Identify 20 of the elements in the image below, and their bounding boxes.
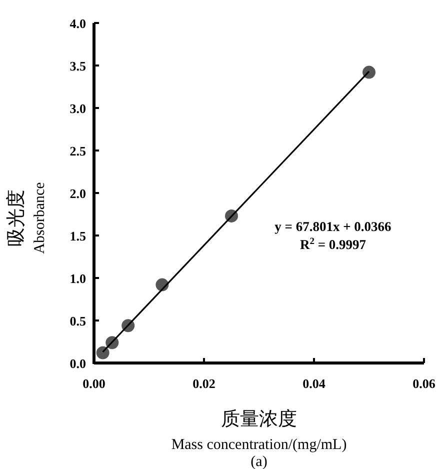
x-tick-label: 0.06 xyxy=(412,376,436,391)
text: (a) xyxy=(250,454,268,469)
point xyxy=(362,66,376,79)
y-tick-label: 1.0 xyxy=(70,271,86,286)
y-tick-label: 2.0 xyxy=(70,186,86,201)
point xyxy=(96,346,110,360)
x-tick-label: 0.04 xyxy=(302,376,326,391)
x-tick-label: 0.02 xyxy=(192,376,216,391)
y-tick-label: 0.5 xyxy=(70,314,86,328)
y-tick-label: 3.5 xyxy=(70,58,86,74)
x-axis-title: 质量浓度 Mass concentration/(mg/mL) xyxy=(171,408,347,453)
y-tick-label: 4.0 xyxy=(70,16,86,31)
y-tick-label: 0.0 xyxy=(70,356,86,371)
y-tick-label: 1.5 xyxy=(70,228,86,244)
x-tick-label: 0.00 xyxy=(82,376,106,391)
y-tick-label: 2.5 xyxy=(70,144,86,158)
y-tick-label: 3.0 xyxy=(70,101,86,116)
annotation: R$^{2}$ = 0.9997 xyxy=(300,237,366,252)
y-axis-title: 吸光度 Absorbance xyxy=(5,182,48,254)
annotation: y = 67.801x + 0.0366 xyxy=(274,219,392,234)
